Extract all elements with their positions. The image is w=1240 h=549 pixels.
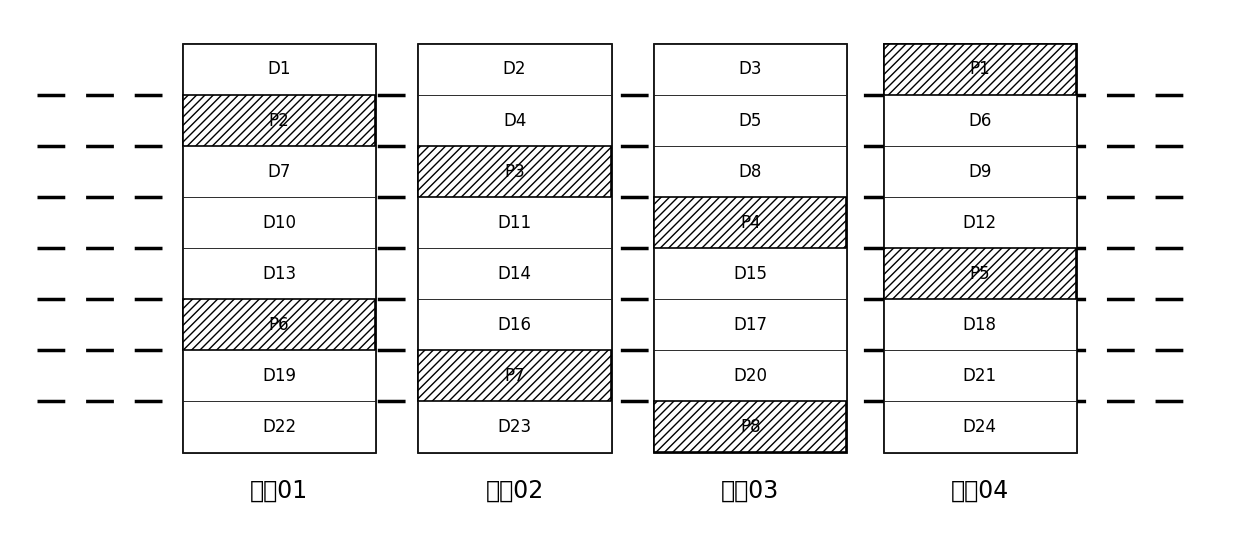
Text: D18: D18: [962, 316, 997, 334]
Bar: [418, 248, 610, 299]
Text: D4: D4: [503, 111, 526, 130]
Bar: [418, 350, 610, 401]
Bar: [883, 197, 1076, 248]
Bar: [655, 248, 846, 299]
Bar: [184, 197, 374, 248]
Text: D22: D22: [262, 418, 296, 436]
Bar: [655, 44, 846, 452]
Bar: [184, 146, 374, 197]
Text: P2: P2: [269, 111, 289, 130]
Text: P3: P3: [505, 163, 525, 181]
Text: D2: D2: [503, 60, 526, 79]
Text: P5: P5: [970, 265, 990, 283]
Text: P4: P4: [740, 214, 760, 232]
Bar: [655, 350, 846, 401]
Bar: [883, 146, 1076, 197]
Bar: [655, 95, 846, 146]
Bar: [184, 95, 374, 146]
Text: P1: P1: [970, 60, 990, 79]
Bar: [184, 248, 374, 299]
Text: D12: D12: [962, 214, 997, 232]
Bar: [883, 350, 1076, 401]
Text: D15: D15: [733, 265, 768, 283]
Text: 通道01: 通道01: [250, 479, 308, 503]
Bar: [883, 44, 1076, 452]
Text: D8: D8: [739, 163, 761, 181]
Text: D3: D3: [739, 60, 761, 79]
Bar: [655, 146, 846, 197]
Text: D20: D20: [733, 367, 768, 385]
Bar: [655, 44, 846, 95]
Text: 通道03: 通道03: [722, 479, 779, 503]
Bar: [655, 197, 846, 248]
Bar: [184, 44, 374, 452]
Bar: [184, 44, 374, 95]
Bar: [418, 44, 610, 452]
Text: D14: D14: [497, 265, 532, 283]
Text: 通道04: 通道04: [951, 479, 1008, 503]
Bar: [184, 401, 374, 452]
Text: D23: D23: [497, 418, 532, 436]
Bar: [883, 95, 1076, 146]
Bar: [655, 401, 846, 452]
Bar: [655, 299, 846, 350]
Bar: [883, 248, 1076, 299]
Text: D21: D21: [962, 367, 997, 385]
Bar: [418, 44, 610, 95]
Text: D7: D7: [268, 163, 290, 181]
Bar: [883, 44, 1076, 95]
Text: D5: D5: [739, 111, 761, 130]
Text: P6: P6: [269, 316, 289, 334]
Text: D9: D9: [968, 163, 991, 181]
Text: D17: D17: [733, 316, 768, 334]
Bar: [184, 299, 374, 350]
Bar: [418, 197, 610, 248]
Bar: [184, 350, 374, 401]
Bar: [883, 299, 1076, 350]
Bar: [418, 299, 610, 350]
Text: D1: D1: [268, 60, 290, 79]
Text: D16: D16: [497, 316, 532, 334]
Bar: [418, 401, 610, 452]
Text: P8: P8: [740, 418, 760, 436]
Text: D11: D11: [497, 214, 532, 232]
Text: D19: D19: [262, 367, 296, 385]
Text: D24: D24: [962, 418, 997, 436]
Bar: [418, 146, 610, 197]
Bar: [418, 95, 610, 146]
Text: D10: D10: [262, 214, 296, 232]
Bar: [883, 401, 1076, 452]
Text: D13: D13: [262, 265, 296, 283]
Text: 通道02: 通道02: [486, 479, 543, 503]
Text: P7: P7: [505, 367, 525, 385]
Text: D6: D6: [968, 111, 991, 130]
